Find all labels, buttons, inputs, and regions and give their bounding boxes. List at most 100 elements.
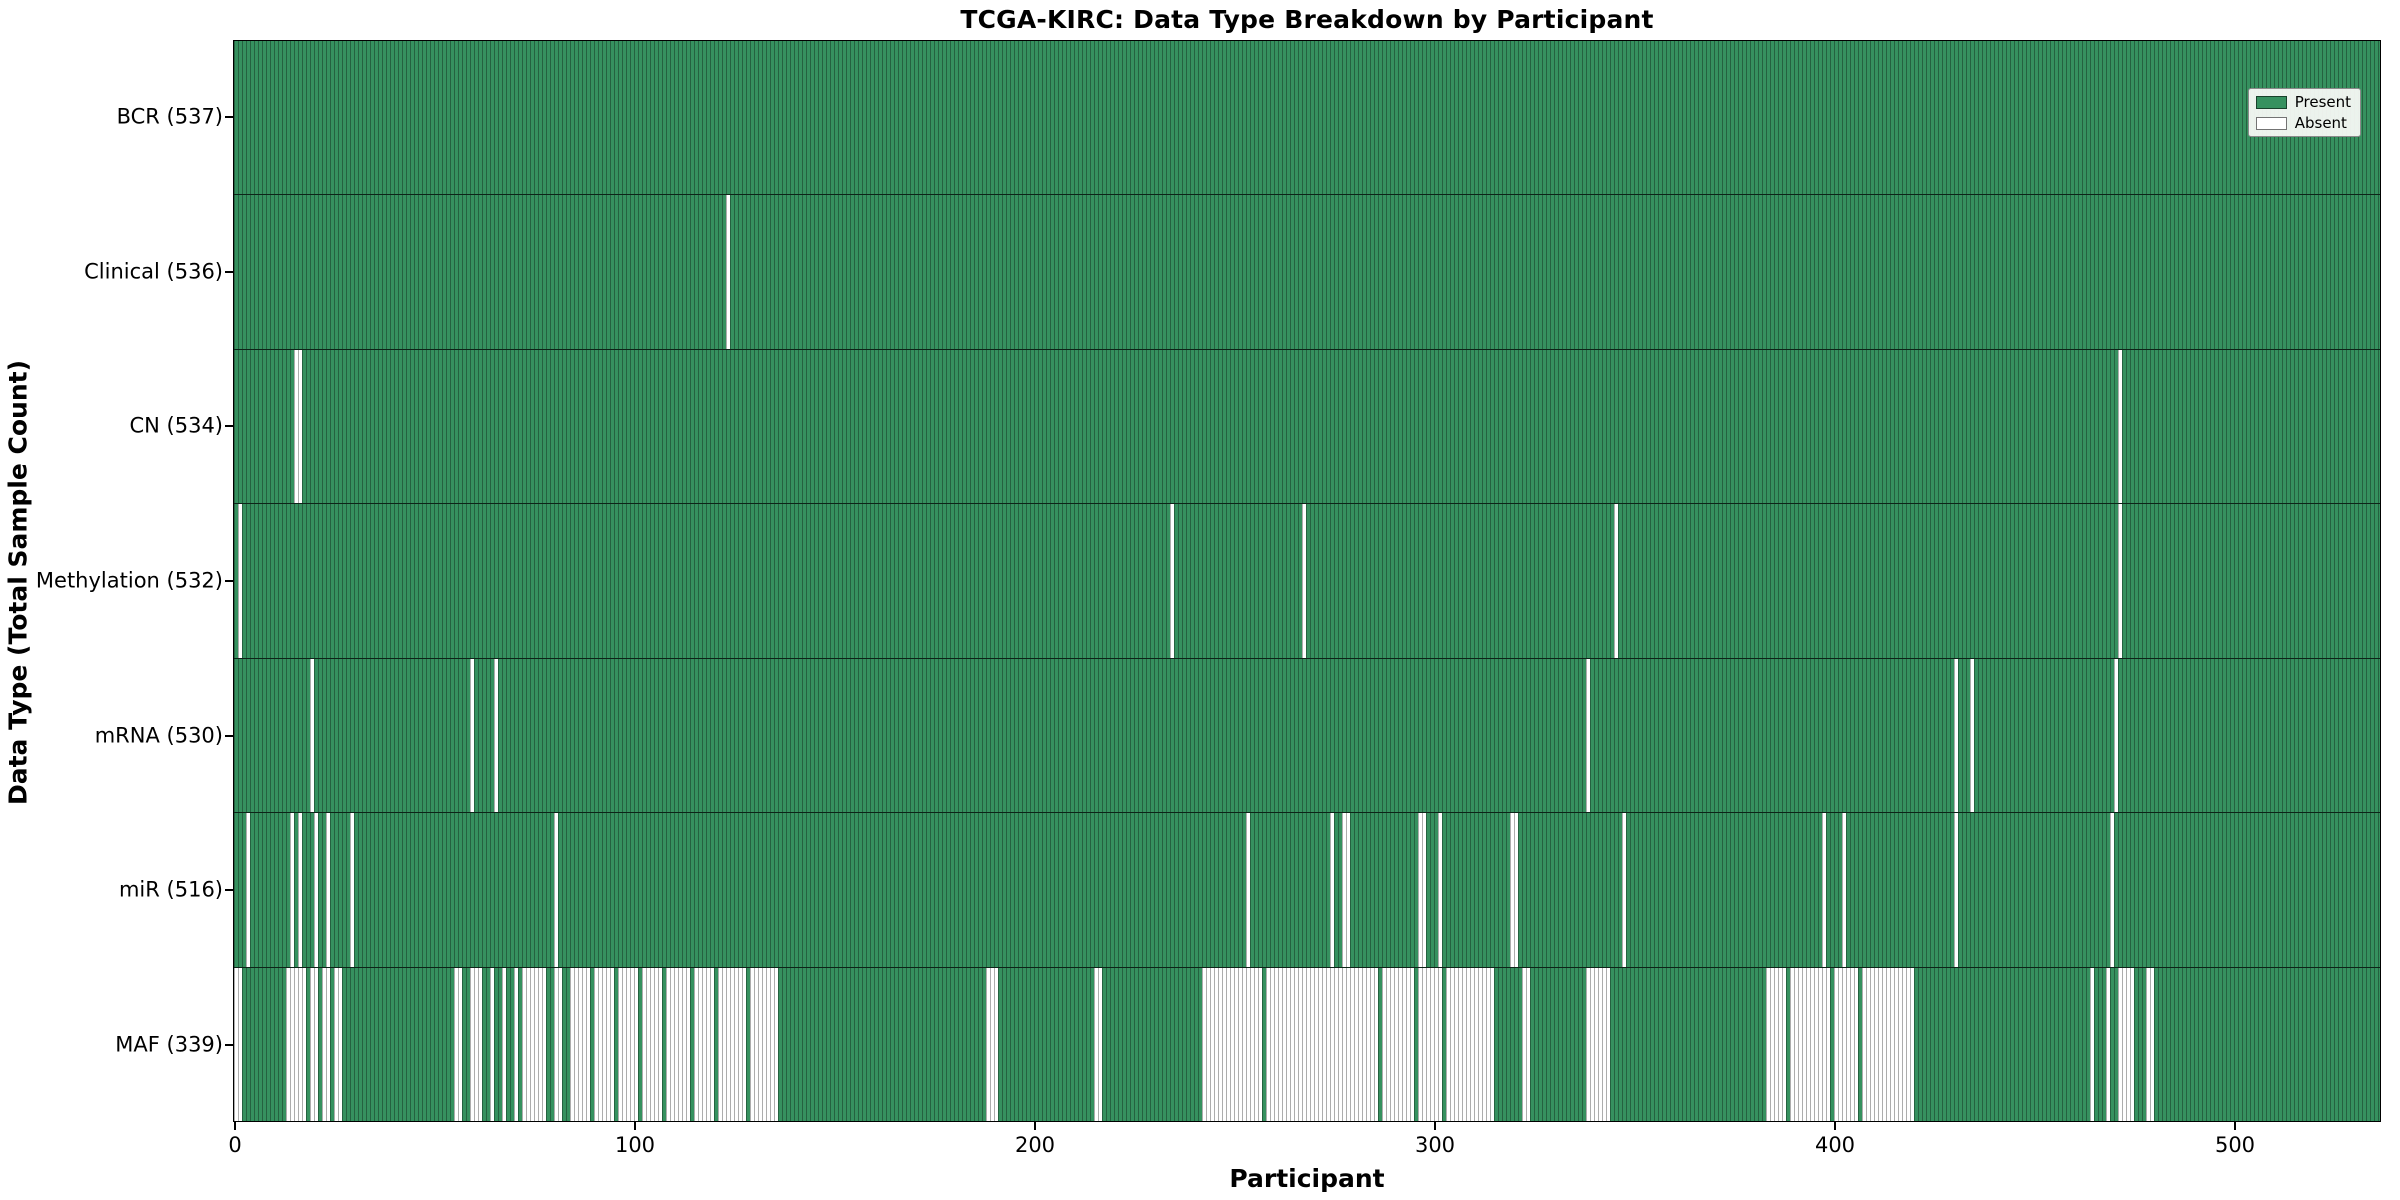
y-tick-mark xyxy=(225,1043,233,1046)
absent-gap xyxy=(554,967,562,1121)
bar-edge-stripes xyxy=(234,41,2380,195)
heatmap-row-miR xyxy=(234,812,2380,967)
absent-gap xyxy=(350,813,354,967)
absent-gap xyxy=(1170,504,1174,658)
absent-gap xyxy=(1302,504,1306,658)
absent-gap xyxy=(522,967,546,1121)
y-tick-label-Methylation: Methylation (532) xyxy=(35,568,223,593)
absent-gap xyxy=(2118,967,2134,1121)
absent-gap xyxy=(2118,504,2122,658)
absent-gap xyxy=(1862,967,1914,1121)
absent-gap xyxy=(246,813,250,967)
chart-title: TCGA-KIRC: Data Type Breakdown by Partic… xyxy=(960,5,1654,34)
x-tick-label-0: 0 xyxy=(228,1133,242,1157)
y-tick-mark xyxy=(225,734,233,737)
legend: Present Absent xyxy=(2247,88,2361,137)
heatmap-row-mRNA xyxy=(234,657,2380,813)
absent-gap xyxy=(570,967,590,1121)
legend-item-absent: Absent xyxy=(2255,114,2351,132)
absent-gap xyxy=(1970,658,1974,813)
absent-gap xyxy=(322,967,330,1121)
absent-gap xyxy=(454,967,462,1121)
absent-gap xyxy=(234,967,242,1121)
absent-gap xyxy=(1614,504,1618,658)
heatmap-row-MAF xyxy=(234,966,2380,1121)
absent-gap xyxy=(2118,349,2122,504)
absent-gap xyxy=(470,658,474,813)
absent-gap xyxy=(1790,967,1830,1121)
heatmap-row-Methylation xyxy=(234,503,2380,658)
x-tick-label-100: 100 xyxy=(614,1133,656,1157)
y-tick-label-mRNA: mRNA (530) xyxy=(94,723,223,748)
plot-area: Present Absent xyxy=(233,40,2381,1122)
absent-gap xyxy=(1330,813,1334,967)
absent-gap xyxy=(1438,813,1442,967)
y-tick-label-miR: miR (516) xyxy=(118,877,223,902)
x-tick-mark xyxy=(634,1122,636,1130)
absent-gap xyxy=(666,967,690,1121)
absent-gap xyxy=(1246,813,1250,967)
x-tick-mark xyxy=(1434,1122,1436,1130)
x-tick-label-300: 300 xyxy=(1414,1133,1456,1157)
y-tick-mark xyxy=(225,425,233,428)
absent-gap xyxy=(1418,967,1442,1121)
absent-gap xyxy=(1094,967,1102,1121)
x-tick-mark xyxy=(234,1122,236,1130)
y-tick-mark xyxy=(225,270,233,273)
absent-gap xyxy=(718,967,746,1121)
absent-gap xyxy=(290,813,294,967)
absent-gap xyxy=(494,658,498,813)
y-tick-label-MAF: MAF (339) xyxy=(115,1032,223,1057)
heatmap-row-CN xyxy=(234,348,2380,504)
absent-gap xyxy=(1342,813,1350,967)
absent-gap xyxy=(1954,813,1958,967)
absent-gap xyxy=(1766,967,1786,1121)
absent-gap xyxy=(594,967,614,1121)
y-tick-mark xyxy=(225,116,233,119)
legend-swatch-absent-icon xyxy=(2255,116,2287,130)
absent-gap xyxy=(238,504,242,658)
legend-item-present: Present xyxy=(2255,93,2351,111)
bar-edge-stripes xyxy=(234,658,2380,813)
absent-gap xyxy=(1510,813,1518,967)
x-tick-mark xyxy=(2234,1122,2236,1130)
bar-edge-stripes xyxy=(234,349,2380,504)
absent-gap xyxy=(1954,658,1958,813)
absent-gap xyxy=(726,195,730,349)
absent-gap xyxy=(470,967,482,1121)
x-tick-label-500: 500 xyxy=(2214,1133,2256,1157)
absent-gap xyxy=(1266,967,1378,1121)
heatmap-row-BCR xyxy=(234,41,2380,195)
absent-gap xyxy=(1522,967,1530,1121)
absent-gap xyxy=(618,967,638,1121)
absent-gap xyxy=(314,813,318,967)
absent-gap xyxy=(298,813,302,967)
y-tick-mark xyxy=(225,889,233,892)
absent-gap xyxy=(694,967,714,1121)
absent-gap xyxy=(554,813,558,967)
absent-gap xyxy=(286,967,306,1121)
absent-gap xyxy=(2146,967,2154,1121)
absent-gap xyxy=(514,967,518,1121)
absent-gap xyxy=(310,967,318,1121)
y-tick-label-CN: CN (534) xyxy=(129,413,223,438)
absent-gap xyxy=(1418,813,1426,967)
absent-gap xyxy=(294,349,302,504)
absent-gap xyxy=(986,967,998,1121)
absent-gap xyxy=(310,658,314,813)
absent-gap xyxy=(1822,813,1826,967)
absent-gap xyxy=(1586,658,1590,813)
absent-gap xyxy=(2114,658,2118,813)
y-tick-label-BCR: BCR (537) xyxy=(116,104,223,129)
absent-gap xyxy=(1842,813,1846,967)
absent-gap xyxy=(2090,967,2094,1121)
x-tick-label-200: 200 xyxy=(1014,1133,1056,1157)
legend-label-absent: Absent xyxy=(2294,114,2347,132)
absent-gap xyxy=(1382,967,1414,1121)
x-axis-label: Participant xyxy=(1229,1164,1385,1193)
absent-gap xyxy=(750,967,778,1121)
legend-label-present: Present xyxy=(2294,93,2351,111)
bar-edge-stripes xyxy=(234,504,2380,658)
x-tick-mark xyxy=(1834,1122,1836,1130)
